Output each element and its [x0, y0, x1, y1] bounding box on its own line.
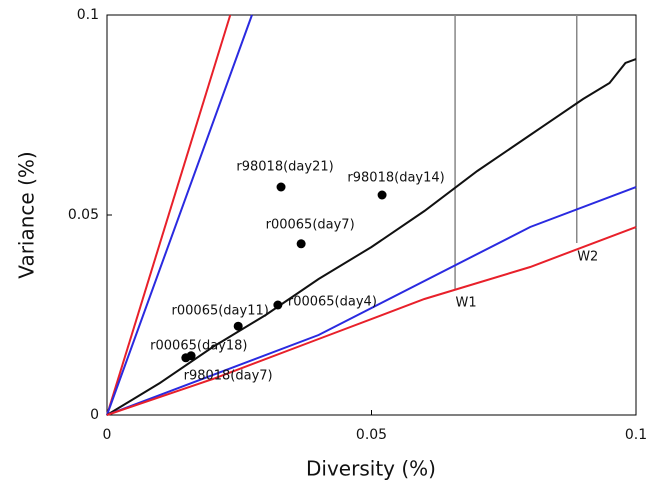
point-label: r98018(day7): [184, 368, 273, 383]
point-label: r00065(day18): [150, 338, 247, 353]
y-tick-label: 0.05: [68, 207, 99, 223]
data-point: [233, 321, 243, 331]
line: [106, 226, 637, 416]
data-point: [296, 239, 306, 249]
y-tick-label: 0.1: [77, 7, 99, 23]
point-label: r00065(day11): [172, 304, 269, 319]
x-axis-title: Diversity (%): [306, 457, 436, 481]
marker-label: W2: [577, 250, 598, 265]
x-tick-label: 0: [103, 427, 112, 443]
point-label: r98018(day14): [347, 171, 444, 186]
point-label: r00065(day4): [288, 295, 377, 310]
line: [106, 14, 253, 416]
data-point: [276, 182, 286, 192]
y-tick-label: 0: [90, 407, 99, 423]
data-point: [377, 190, 387, 200]
x-tick-label: 0.1: [625, 427, 646, 443]
data-point: [273, 300, 283, 310]
y-axis-title: Variance (%): [15, 151, 39, 278]
point-label: r00065(day7): [266, 217, 355, 232]
x-tick-label: 0.05: [356, 427, 387, 443]
data-point: [186, 351, 196, 361]
line: [106, 58, 637, 416]
line: [106, 186, 637, 416]
point-label: r98018(day21): [236, 160, 333, 175]
line: [106, 14, 232, 416]
marker-label: W1: [456, 296, 477, 311]
